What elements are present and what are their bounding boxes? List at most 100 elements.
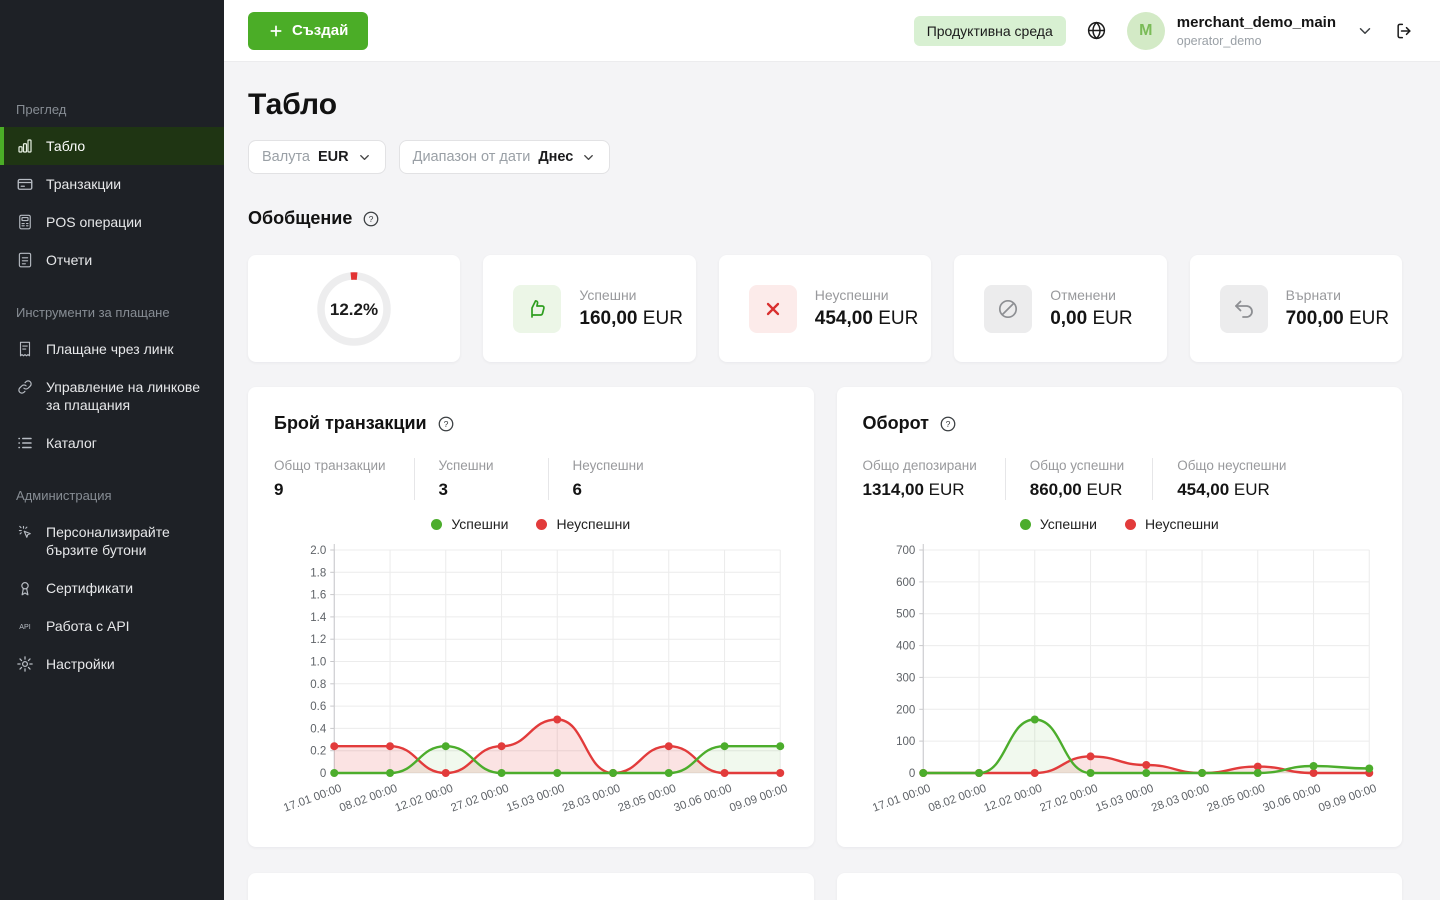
summary-card-Отменени: Отменени 0,00 EUR xyxy=(954,255,1167,362)
svg-text:0.6: 0.6 xyxy=(310,701,326,713)
chart-legend: Успешни Неуспешни xyxy=(863,516,1377,532)
svg-text:0.4: 0.4 xyxy=(310,723,327,735)
svg-text:?: ? xyxy=(443,419,448,429)
help-icon[interactable]: ? xyxy=(939,415,957,433)
sidebar-item-label: Каталог xyxy=(46,435,97,451)
svg-text:27.02 00:00: 27.02 00:00 xyxy=(449,783,510,815)
sidebar-item-catalog[interactable]: Каталог xyxy=(0,424,224,462)
filter-label: Валута xyxy=(262,149,310,165)
legend-dot xyxy=(1124,518,1136,530)
legend-item-Неуспешни[interactable]: Неуспешни xyxy=(536,516,630,532)
bottom-cards-row xyxy=(248,873,1402,900)
summary-card-icon-tile xyxy=(1219,284,1268,333)
summary-card-icon-tile xyxy=(984,284,1033,333)
sidebar-item-quick-buttons[interactable]: Персонализирайте бързите бутони xyxy=(0,513,224,569)
chart-stat: Общо неуспешни 454,00 EUR xyxy=(1177,458,1314,500)
globe-icon[interactable] xyxy=(1086,20,1107,41)
sidebar-item-certificates[interactable]: Сертификати xyxy=(0,569,224,607)
svg-text:08.02 00:00: 08.02 00:00 xyxy=(926,783,987,815)
pos-icon xyxy=(16,213,34,231)
sidebar-item-payment-links-management[interactable]: Управление на линкове за плащания xyxy=(0,368,224,424)
svg-text:0: 0 xyxy=(320,768,326,780)
legend-item-Неуспешни[interactable]: Неуспешни xyxy=(1124,516,1219,532)
sidebar-item-reports[interactable]: Отчети xyxy=(0,241,224,279)
award-icon xyxy=(16,579,34,597)
summary-card-label: Върнати xyxy=(1285,287,1341,303)
sidebar-item-label: POS операции xyxy=(46,214,142,230)
svg-text:30.06 00:00: 30.06 00:00 xyxy=(672,783,733,815)
sidebar-item-label: Работа с API xyxy=(46,618,130,634)
chart-stat-value: 1314,00 EUR xyxy=(862,480,965,499)
chart-stat-value: 3 xyxy=(438,480,448,499)
chart-card-transactions-count: Брой транзакции? Общо транзакции 9 Успешни 3… xyxy=(248,387,814,847)
api-icon: API xyxy=(16,617,34,635)
receipt-icon xyxy=(16,340,34,358)
chart-stat-label: Успешни xyxy=(438,458,494,473)
donut-card: 12.2% xyxy=(248,255,461,362)
svg-text:28.03 00:00: 28.03 00:00 xyxy=(1149,783,1210,815)
charts-row: Брой транзакции? Общо транзакции 9 Успешни 3… xyxy=(248,387,1402,847)
x-icon xyxy=(761,297,785,321)
sidebar-item-settings[interactable]: Настройки xyxy=(0,645,224,683)
chart-stat-label: Общо успешни xyxy=(1029,458,1125,473)
create-button[interactable]: Създай xyxy=(248,11,369,50)
topbar: Създай Продуктивна среда M merchant_demo… xyxy=(224,0,1440,62)
logout-icon[interactable] xyxy=(1394,21,1414,41)
chevron-down-icon[interactable] xyxy=(1356,22,1374,40)
svg-text:15.03 00:00: 15.03 00:00 xyxy=(1094,783,1155,815)
summary-card-label: Отменени xyxy=(1050,287,1116,303)
chart-stat: Неуспешни 6 xyxy=(573,458,683,500)
sidebar-item-transactions[interactable]: Транзакции xyxy=(0,165,224,203)
sidebar: Преглед Табло Транзакции POS операции Отчети… xyxy=(0,0,224,900)
legend-label: Успешни xyxy=(1039,516,1097,532)
legend-item-Успешни[interactable]: Успешни xyxy=(431,516,508,532)
help-icon[interactable]: ? xyxy=(437,415,455,433)
svg-text:17.01 00:00: 17.01 00:00 xyxy=(282,783,343,815)
sidebar-section-heading: Преглед xyxy=(16,102,67,117)
line-chart-transactions-count: 0 0.2 0.4 0.6 0.8 1.0 1.2 1.4 1.6 1.8 2.0 17.01 00:… xyxy=(282,544,789,815)
svg-text:500: 500 xyxy=(896,609,915,621)
svg-text:0.2: 0.2 xyxy=(310,746,326,758)
user-role: operator_demo xyxy=(1176,33,1262,48)
chart-stat-value: 454,00 EUR xyxy=(1177,480,1270,499)
legend-label: Неуспешни xyxy=(556,516,631,532)
filter-value: Днес xyxy=(538,149,574,165)
filter-date-range[interactable]: Диапазон от дати Днес xyxy=(398,140,611,174)
svg-text:28.05 00:00: 28.05 00:00 xyxy=(1205,783,1266,815)
slash-circle-icon xyxy=(996,297,1020,321)
legend-item-Успешни[interactable]: Успешни xyxy=(1019,516,1097,532)
legend-label: Неуспешни xyxy=(1144,516,1219,532)
sidebar-item-tablo[interactable]: Табло xyxy=(0,127,224,165)
user-name: merchant_demo_main xyxy=(1176,13,1336,31)
summary-card-label: Неуспешни xyxy=(814,287,889,303)
legend-dot xyxy=(1019,518,1031,530)
chevron-down-icon xyxy=(581,150,596,165)
summary-card-value: 700,00 EUR xyxy=(1285,308,1390,329)
link-icon xyxy=(16,378,34,396)
user-menu[interactable]: M merchant_demo_main operator_demo xyxy=(1126,11,1336,50)
create-button-label: Създай xyxy=(292,22,349,39)
sidebar-item-label: Настройки xyxy=(46,656,115,672)
sidebar-item-pos-operations[interactable]: POS операции xyxy=(0,203,224,241)
chart-legend: Успешни Неуспешни xyxy=(274,516,788,532)
svg-text:600: 600 xyxy=(896,577,915,589)
sidebar-item-label: Персонализирайте бързите бутони xyxy=(46,524,170,558)
chart-title: Брой транзакции xyxy=(274,413,427,433)
sidebar-item-api[interactable]: API Работа с API xyxy=(0,607,224,645)
legend-dot xyxy=(431,518,443,530)
legend-dot xyxy=(536,518,548,530)
summary-card-icon-tile xyxy=(748,284,797,333)
help-icon[interactable]: ? xyxy=(362,210,380,228)
wallet-icon xyxy=(16,175,34,193)
main-content: Табло Валута EUR Диапазон от дати Днес Обоб… xyxy=(224,62,1440,900)
svg-text:28.05 00:00: 28.05 00:00 xyxy=(617,783,678,815)
sidebar-section-heading: Инструменти за плащане xyxy=(16,305,170,320)
svg-text:17.01 00:00: 17.01 00:00 xyxy=(871,783,932,815)
sidebar-item-payment-link[interactable]: Плащане чрез линк xyxy=(0,330,224,368)
summary-card-Върнати: Върнати 700,00 EUR xyxy=(1189,255,1402,362)
filter-currency[interactable]: Валута EUR xyxy=(248,140,386,174)
svg-text:2.0: 2.0 xyxy=(310,545,326,557)
svg-text:1.2: 1.2 xyxy=(310,634,326,646)
environment-badge: Продуктивна среда xyxy=(913,15,1066,46)
